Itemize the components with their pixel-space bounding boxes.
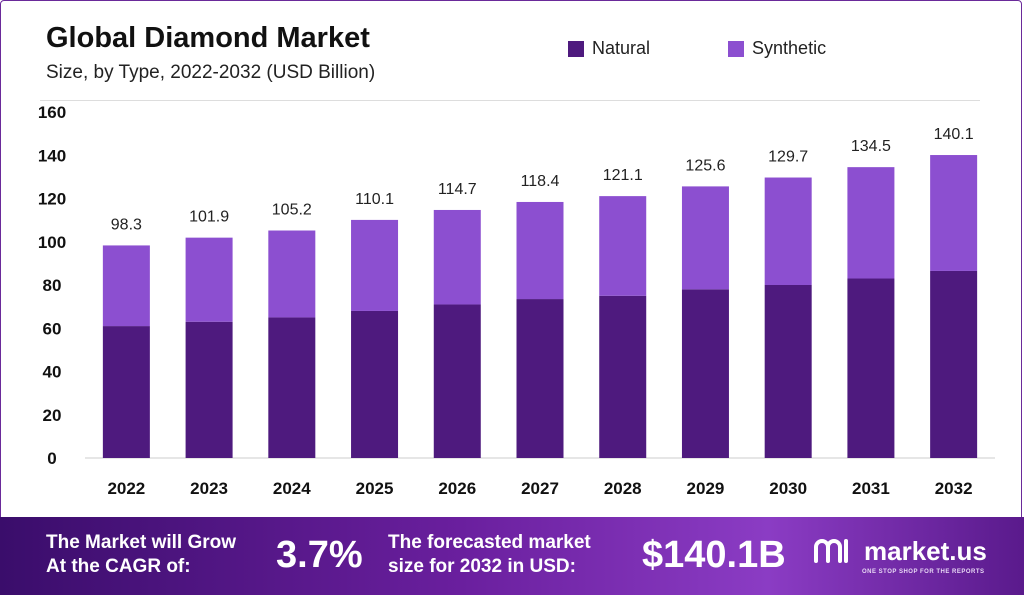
bar-natural-2029 — [681, 289, 729, 458]
bar-natural-2028 — [599, 295, 647, 458]
chart-subtitle: Size, by Type, 2022-2032 (USD Billion) — [46, 62, 376, 83]
forecast-label: The forecasted market size for 2032 in U… — [388, 531, 591, 579]
summary-banner: The Market will Grow At the CAGR of: 3.7… — [0, 517, 1024, 595]
y-tick-label: 60 — [43, 319, 62, 338]
data-label-total-2031: 134.5 — [851, 138, 891, 155]
y-tick-label: 40 — [43, 363, 62, 382]
bar-natural-2022 — [102, 326, 150, 458]
bar-synthetic-2026 — [433, 209, 481, 305]
data-label-total-2025: 110.1 — [355, 191, 394, 208]
x-tick-label: 2031 — [852, 479, 890, 498]
bar-synthetic-2024 — [268, 230, 316, 318]
data-label-total-2023: 101.9 — [189, 209, 229, 226]
legend-swatch-natural — [568, 40, 584, 57]
cagr-label-line2: At the CAGR of: — [46, 556, 191, 577]
cagr-label-line1: The Market will Grow — [46, 532, 237, 553]
bar-synthetic-2028 — [599, 196, 647, 296]
bar-synthetic-2032 — [930, 155, 978, 271]
y-tick-label: 160 — [38, 103, 66, 122]
cagr-value: 3.7% — [276, 534, 363, 576]
bar-natural-2025 — [351, 310, 399, 458]
x-tick-label: 2022 — [107, 479, 145, 498]
bar-synthetic-2023 — [185, 237, 233, 322]
bar-natural-2027 — [516, 299, 564, 458]
x-tick-label: 2032 — [935, 479, 973, 498]
brand-name: market.us — [864, 535, 987, 566]
bar-synthetic-2022 — [102, 245, 150, 327]
data-label-total-2026: 114.7 — [438, 181, 477, 198]
bar-synthetic-2031 — [847, 167, 895, 279]
bar-synthetic-2030 — [764, 177, 812, 285]
data-label-total-2024: 105.2 — [272, 202, 312, 219]
y-tick-label: 80 — [43, 276, 62, 295]
y-tick-label: 140 — [38, 146, 66, 165]
x-tick-label: 2023 — [190, 479, 228, 498]
legend: Natural Synthetic — [568, 38, 826, 59]
stacked-bar-chart: 0 20 40 60 80 100 120 140 160 98.3 2022 101.9 2023 10… — [38, 103, 995, 498]
x-tick-label: 2028 — [604, 479, 642, 498]
bar-natural-2024 — [268, 317, 316, 458]
data-label-total-2030: 129.7 — [768, 149, 808, 166]
data-label-total-2022: 98.3 — [111, 216, 142, 233]
legend-label-natural: Natural — [592, 38, 651, 58]
bar-natural-2023 — [185, 321, 233, 458]
legend-item-synthetic: Synthetic — [728, 38, 826, 59]
x-tick-label: 2026 — [438, 479, 476, 498]
data-label-total-2027: 118.4 — [521, 173, 560, 190]
x-tick-label: 2024 — [273, 479, 311, 498]
legend-swatch-synthetic — [728, 40, 745, 57]
header-divider — [40, 100, 980, 101]
market-us-logo-icon — [814, 539, 848, 563]
data-label-total-2029: 125.6 — [685, 157, 725, 174]
x-tick-label: 2030 — [769, 479, 807, 498]
brand-logo: market.us — [812, 535, 987, 567]
forecast-value: $140.1B — [642, 534, 786, 576]
bar-natural-2031 — [847, 278, 895, 458]
data-label-total-2032: 140.1 — [934, 126, 974, 143]
chart-title: Global Diamond Market — [46, 22, 370, 54]
y-tick-label: 100 — [38, 233, 66, 252]
bar-natural-2030 — [764, 285, 812, 458]
bar-synthetic-2029 — [681, 186, 729, 290]
data-label-total-2028: 121.1 — [603, 167, 643, 184]
bar-synthetic-2025 — [351, 219, 399, 311]
y-tick-label: 0 — [47, 449, 56, 468]
forecast-label-line1: The forecasted market — [388, 532, 591, 553]
y-tick-label: 120 — [38, 190, 66, 209]
legend-label-synthetic: Synthetic — [752, 38, 827, 58]
legend-item-natural: Natural — [568, 38, 650, 59]
x-tick-label: 2029 — [687, 479, 725, 498]
bar-natural-2032 — [930, 270, 978, 458]
bar-natural-2026 — [433, 304, 481, 458]
x-tick-label: 2025 — [356, 479, 394, 498]
forecast-label-line2: size for 2032 in USD: — [388, 556, 576, 577]
brand-tagline: ONE STOP SHOP FOR THE REPORTS — [862, 569, 985, 575]
cagr-label: The Market will Grow At the CAGR of: — [46, 531, 236, 579]
y-tick-label: 20 — [43, 406, 62, 425]
bar-synthetic-2027 — [516, 201, 564, 300]
x-tick-label: 2027 — [521, 479, 559, 498]
